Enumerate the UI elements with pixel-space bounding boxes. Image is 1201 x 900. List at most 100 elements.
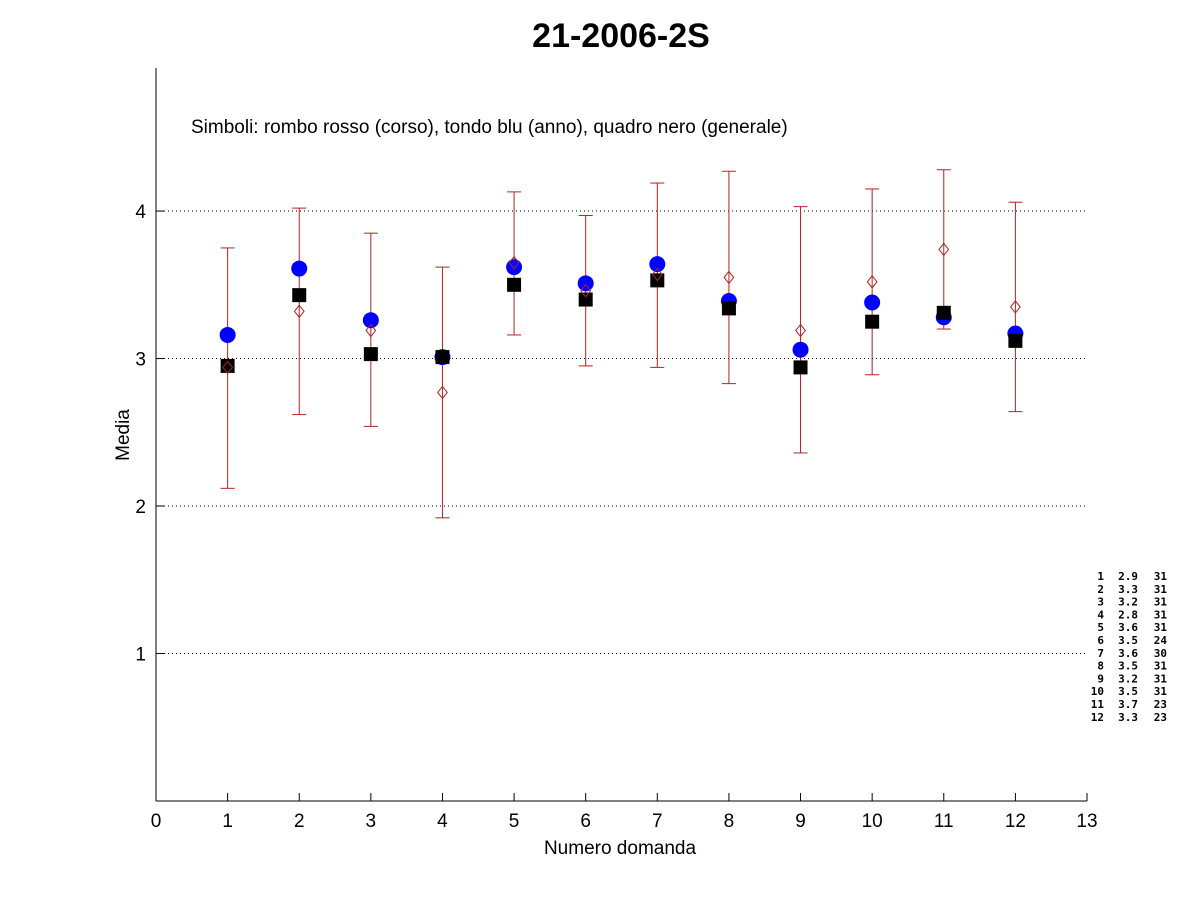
side-table-row: 6 3.5 24 [1097, 634, 1167, 647]
diamond-point-3 [365, 323, 377, 338]
circle-point-3 [362, 312, 379, 329]
y-tick-label-1: 1 [135, 645, 146, 666]
diamond-point-10 [866, 275, 878, 289]
side-table-cell: 9 [1097, 672, 1104, 685]
side-table-cell: 8 [1097, 660, 1104, 673]
x-tick-label-5: 5 [509, 811, 520, 832]
diamond-point-4 [437, 385, 448, 400]
x-axis-label: Numero domanda [544, 838, 697, 859]
diamond-point-6 [580, 283, 592, 298]
side-table-cell: 4 [1097, 608, 1104, 621]
side-table-cell: 2.9 [1118, 570, 1138, 583]
side-table-cell: 23 [1154, 711, 1167, 724]
side-table-cell: 31 [1154, 608, 1168, 621]
side-table-cell: 3.6 [1118, 647, 1138, 660]
side-table-cell: 7 [1097, 647, 1104, 660]
side-table-row: 4 2.8 31 [1097, 608, 1167, 621]
side-table-cell: 3.5 [1118, 685, 1138, 698]
diamond-point-9 [795, 323, 806, 338]
side-table-cell: 3.5 [1118, 634, 1138, 647]
diamond-point-7 [651, 267, 663, 282]
side-table-row: 5 3.6 31 [1097, 621, 1167, 634]
error-bar-12 [1008, 201, 1023, 413]
square-point-2 [292, 288, 307, 303]
side-table-row: 11 3.7 23 [1091, 698, 1167, 711]
y-tick-label-2: 2 [135, 497, 146, 518]
side-table-cell: 3.7 [1118, 698, 1138, 711]
side-summary-table: 1 2.9 31 2 3.3 31 3 3.2 31 4 2.8 31 5 3.6 31 6 3.5 24 7 3.6… [1091, 570, 1168, 724]
x-tick-label-3: 3 [366, 811, 377, 832]
square-point-9 [793, 360, 808, 375]
side-table-cell: 30 [1154, 647, 1167, 660]
side-table-cell: 2.8 [1118, 608, 1138, 621]
y-axis-label: Media [113, 409, 134, 461]
x-tick-label-13: 13 [1076, 811, 1097, 832]
diamond-point-1 [222, 360, 234, 375]
side-table-cell: 3.2 [1118, 672, 1138, 685]
symbol-legend-note: Simboli: rombo rosso (corso), tondo blu … [191, 117, 788, 138]
circle-point-6 [577, 275, 594, 292]
side-table-cell: 3.5 [1118, 660, 1138, 673]
side-table-cell: 31 [1154, 596, 1168, 609]
diamond-point-11 [938, 242, 950, 257]
side-table-cell: 31 [1154, 621, 1168, 634]
x-tick-label-1: 1 [222, 811, 233, 832]
x-tick-label-12: 12 [1005, 811, 1026, 832]
x-tick-label-2: 2 [294, 811, 305, 832]
square-point-3 [363, 347, 378, 362]
side-table-cell: 10 [1091, 685, 1104, 698]
side-table-cell: 23 [1154, 698, 1167, 711]
circle-point-5 [506, 259, 523, 276]
x-tick-label-4: 4 [437, 811, 448, 832]
x-tick-label-10: 10 [862, 811, 883, 832]
circle-point-1 [219, 326, 236, 343]
y-tick-label-3: 3 [135, 350, 146, 371]
side-table-row: 7 3.6 30 [1097, 647, 1167, 660]
diamond-point-5 [508, 255, 520, 270]
error-bar-10 [865, 188, 880, 376]
side-table-cell: 1 [1097, 570, 1104, 583]
square-point-5 [507, 277, 522, 292]
side-table-cell: 3.6 [1118, 621, 1138, 634]
circle-point-10 [864, 294, 881, 311]
x-tick-label-9: 9 [795, 811, 806, 832]
y-tick-label-4: 4 [135, 202, 146, 223]
side-table-cell: 31 [1154, 570, 1168, 583]
side-table-cell: 6 [1097, 634, 1104, 647]
diamond-point-2 [293, 304, 305, 319]
side-table-row: 8 3.5 31 [1097, 660, 1167, 673]
error-bar-3 [363, 232, 378, 427]
x-tick-label-0: 0 [151, 811, 162, 832]
square-point-4 [435, 350, 450, 365]
axes [155, 68, 1087, 802]
side-table-row: 10 3.5 31 [1091, 685, 1168, 698]
square-point-12 [1008, 333, 1023, 348]
side-table-row: 3 3.2 31 [1097, 596, 1167, 609]
side-table-cell: 2 [1097, 583, 1104, 596]
diamond-point-8 [723, 270, 735, 285]
x-tick-label-8: 8 [724, 811, 735, 832]
error-bar-8 [721, 170, 736, 385]
side-table-cell: 3.2 [1118, 596, 1138, 609]
x-tick-label-6: 6 [580, 811, 591, 832]
side-table-cell: 31 [1154, 660, 1168, 673]
side-table-cell: 5 [1097, 621, 1104, 634]
side-table-cell: 24 [1154, 634, 1168, 647]
error-bar-2 [292, 207, 307, 416]
error-bar-11 [936, 169, 951, 330]
x-tick-label-11: 11 [934, 811, 954, 832]
side-table-cell: 3.3 [1118, 711, 1138, 724]
side-table-row: 1 2.9 31 [1097, 570, 1167, 583]
side-table-cell: 31 [1154, 685, 1168, 698]
square-point-6 [578, 292, 593, 307]
side-table-cell: 3.3 [1118, 583, 1138, 596]
side-table-cell: 11 [1091, 698, 1105, 711]
square-point-10 [865, 314, 880, 329]
data-markers [219, 242, 1024, 400]
side-table-row: 2 3.3 31 [1097, 583, 1167, 596]
x-tick-label-7: 7 [652, 811, 663, 832]
circle-point-7 [649, 256, 666, 273]
error-bar-4 [435, 266, 450, 519]
side-table-row: 12 3.3 23 [1091, 711, 1167, 724]
